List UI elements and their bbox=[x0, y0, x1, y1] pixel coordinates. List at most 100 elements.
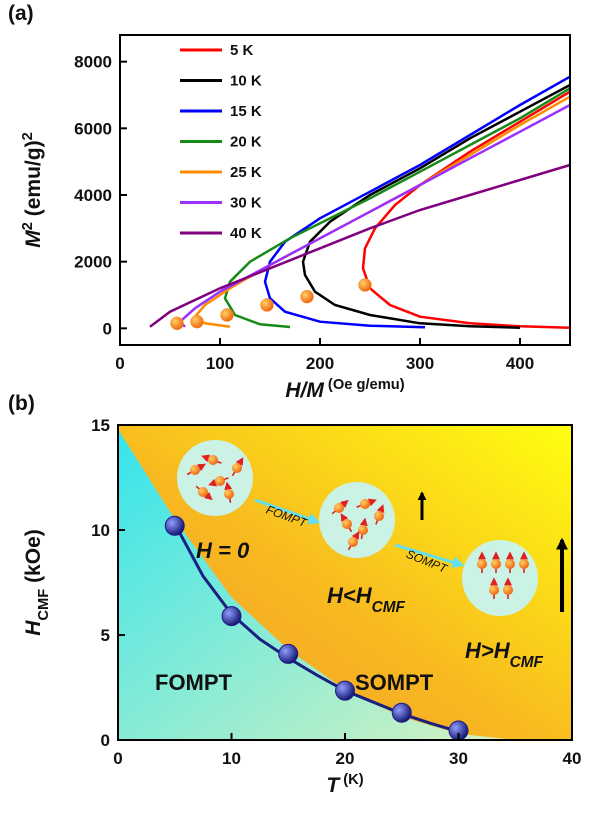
point bbox=[335, 680, 355, 701]
x-tick-label: 40 bbox=[563, 749, 582, 768]
label-part: (emu/g) bbox=[22, 140, 45, 222]
series-line bbox=[223, 87, 571, 329]
series-line bbox=[263, 75, 571, 329]
spin-ball bbox=[342, 519, 352, 529]
point bbox=[164, 515, 185, 536]
spin-ball bbox=[360, 499, 370, 509]
marker bbox=[358, 278, 372, 292]
x-tick-label: 10 bbox=[222, 749, 241, 768]
marker bbox=[170, 316, 184, 331]
region-boundary bbox=[118, 429, 516, 740]
spin-ball bbox=[505, 559, 515, 569]
spin-ball bbox=[190, 465, 200, 475]
y-tick-label: 0 bbox=[103, 319, 112, 338]
spin-ball bbox=[232, 463, 242, 473]
annotation: H = 0 bbox=[196, 538, 250, 563]
panel-label: (b) bbox=[8, 392, 35, 415]
spin-ball bbox=[215, 476, 225, 486]
series-line bbox=[149, 163, 571, 328]
label-part: M bbox=[22, 230, 45, 248]
transition-arrow bbox=[394, 543, 465, 569]
label-part: H bbox=[22, 620, 45, 636]
x-tick-label: 0 bbox=[115, 354, 124, 373]
annotation: H>HCMF bbox=[465, 638, 544, 671]
spin-ball bbox=[489, 585, 499, 595]
label-part: (K) bbox=[339, 772, 364, 788]
label-part: T bbox=[326, 774, 341, 797]
y-tick-label: 2000 bbox=[74, 253, 112, 272]
plots: 5 K10 K15 K20 K25 K30 K40 K0 100 200 300 400… bbox=[8, 2, 581, 797]
legend-label: 20 K bbox=[230, 134, 262, 151]
series-line bbox=[193, 95, 571, 328]
label-part: CMF bbox=[510, 654, 544, 671]
region-label: FOMPT bbox=[155, 670, 233, 695]
state-bubble bbox=[319, 482, 395, 558]
label-part: CMF bbox=[36, 589, 52, 621]
label-part: H/M bbox=[285, 379, 324, 402]
x-axis-label: T (K) bbox=[326, 772, 363, 797]
transition-arrow bbox=[254, 498, 321, 525]
legend-label: 10 K bbox=[230, 73, 262, 90]
x-tick-label: 400 bbox=[506, 354, 534, 373]
annotation: H<HCMF bbox=[327, 583, 406, 616]
x-tick-label: 100 bbox=[206, 354, 234, 373]
y-tick-label: 15 bbox=[91, 416, 110, 435]
point bbox=[221, 606, 242, 627]
legend-label: 15 K bbox=[230, 103, 262, 120]
label-part: 2 bbox=[20, 132, 36, 140]
x-tick-label: 0 bbox=[113, 749, 122, 768]
spin-ball bbox=[224, 489, 234, 499]
x-tick-label: 300 bbox=[406, 354, 434, 373]
legend-label: 25 K bbox=[230, 164, 262, 181]
label-part: H>H bbox=[465, 638, 511, 663]
point bbox=[278, 643, 299, 664]
spin-ball bbox=[519, 559, 529, 569]
panel: 5 K 10 K 15 K 20 K 25 K 30 K 40 K 0 100 200 300 400… bbox=[8, 2, 571, 402]
marker bbox=[300, 289, 314, 304]
spin-ball bbox=[348, 537, 358, 547]
label-part: H<H bbox=[327, 583, 373, 608]
spin-ball bbox=[208, 455, 218, 465]
label-part: (Oe g/emu) bbox=[324, 377, 405, 393]
legend-label: 5 K bbox=[230, 42, 254, 59]
spin-ball bbox=[334, 503, 344, 513]
y-tick-label: 10 bbox=[91, 521, 110, 540]
legend-label: 30 K bbox=[230, 195, 262, 212]
y-axis-label: HCMF (kOe) bbox=[22, 529, 52, 636]
state-bubble bbox=[177, 440, 253, 516]
spin-ball bbox=[374, 511, 384, 521]
marker bbox=[220, 308, 234, 322]
series-line bbox=[178, 103, 571, 328]
spin-ball bbox=[358, 525, 368, 535]
region-label: SOMPT bbox=[355, 670, 434, 695]
series-line bbox=[361, 90, 571, 329]
fit-line bbox=[173, 522, 459, 734]
y-tick-label: 6000 bbox=[74, 119, 112, 138]
state-bubble bbox=[462, 540, 538, 616]
label-part: (kOe) bbox=[22, 529, 45, 589]
panel-label: (a) bbox=[8, 2, 34, 25]
y-tick-label: 4000 bbox=[74, 186, 112, 205]
spin-ball bbox=[198, 487, 208, 497]
spin-ball bbox=[491, 559, 501, 569]
y-axis-label: M2 (emu/g)2 bbox=[20, 132, 45, 248]
label-part: CMF bbox=[372, 599, 406, 616]
y-tick-label: 0 bbox=[101, 731, 110, 750]
point bbox=[391, 702, 412, 723]
x-tick-label: 30 bbox=[449, 749, 468, 768]
plot-frame bbox=[119, 34, 571, 346]
spin-ball bbox=[477, 559, 487, 569]
label-part: 2 bbox=[20, 222, 36, 230]
x-axis-label: H/M (Oe g/emu) bbox=[285, 377, 404, 402]
spin-ball bbox=[503, 585, 513, 595]
legend-label: 40 K bbox=[230, 225, 262, 242]
series-line bbox=[301, 83, 571, 329]
marker bbox=[190, 314, 204, 329]
x-tick-label: 20 bbox=[336, 749, 355, 768]
x-tick-label: 200 bbox=[306, 354, 334, 373]
y-tick-label: 5 bbox=[101, 626, 110, 645]
marker bbox=[260, 298, 274, 312]
y-tick-label: 8000 bbox=[74, 53, 112, 72]
